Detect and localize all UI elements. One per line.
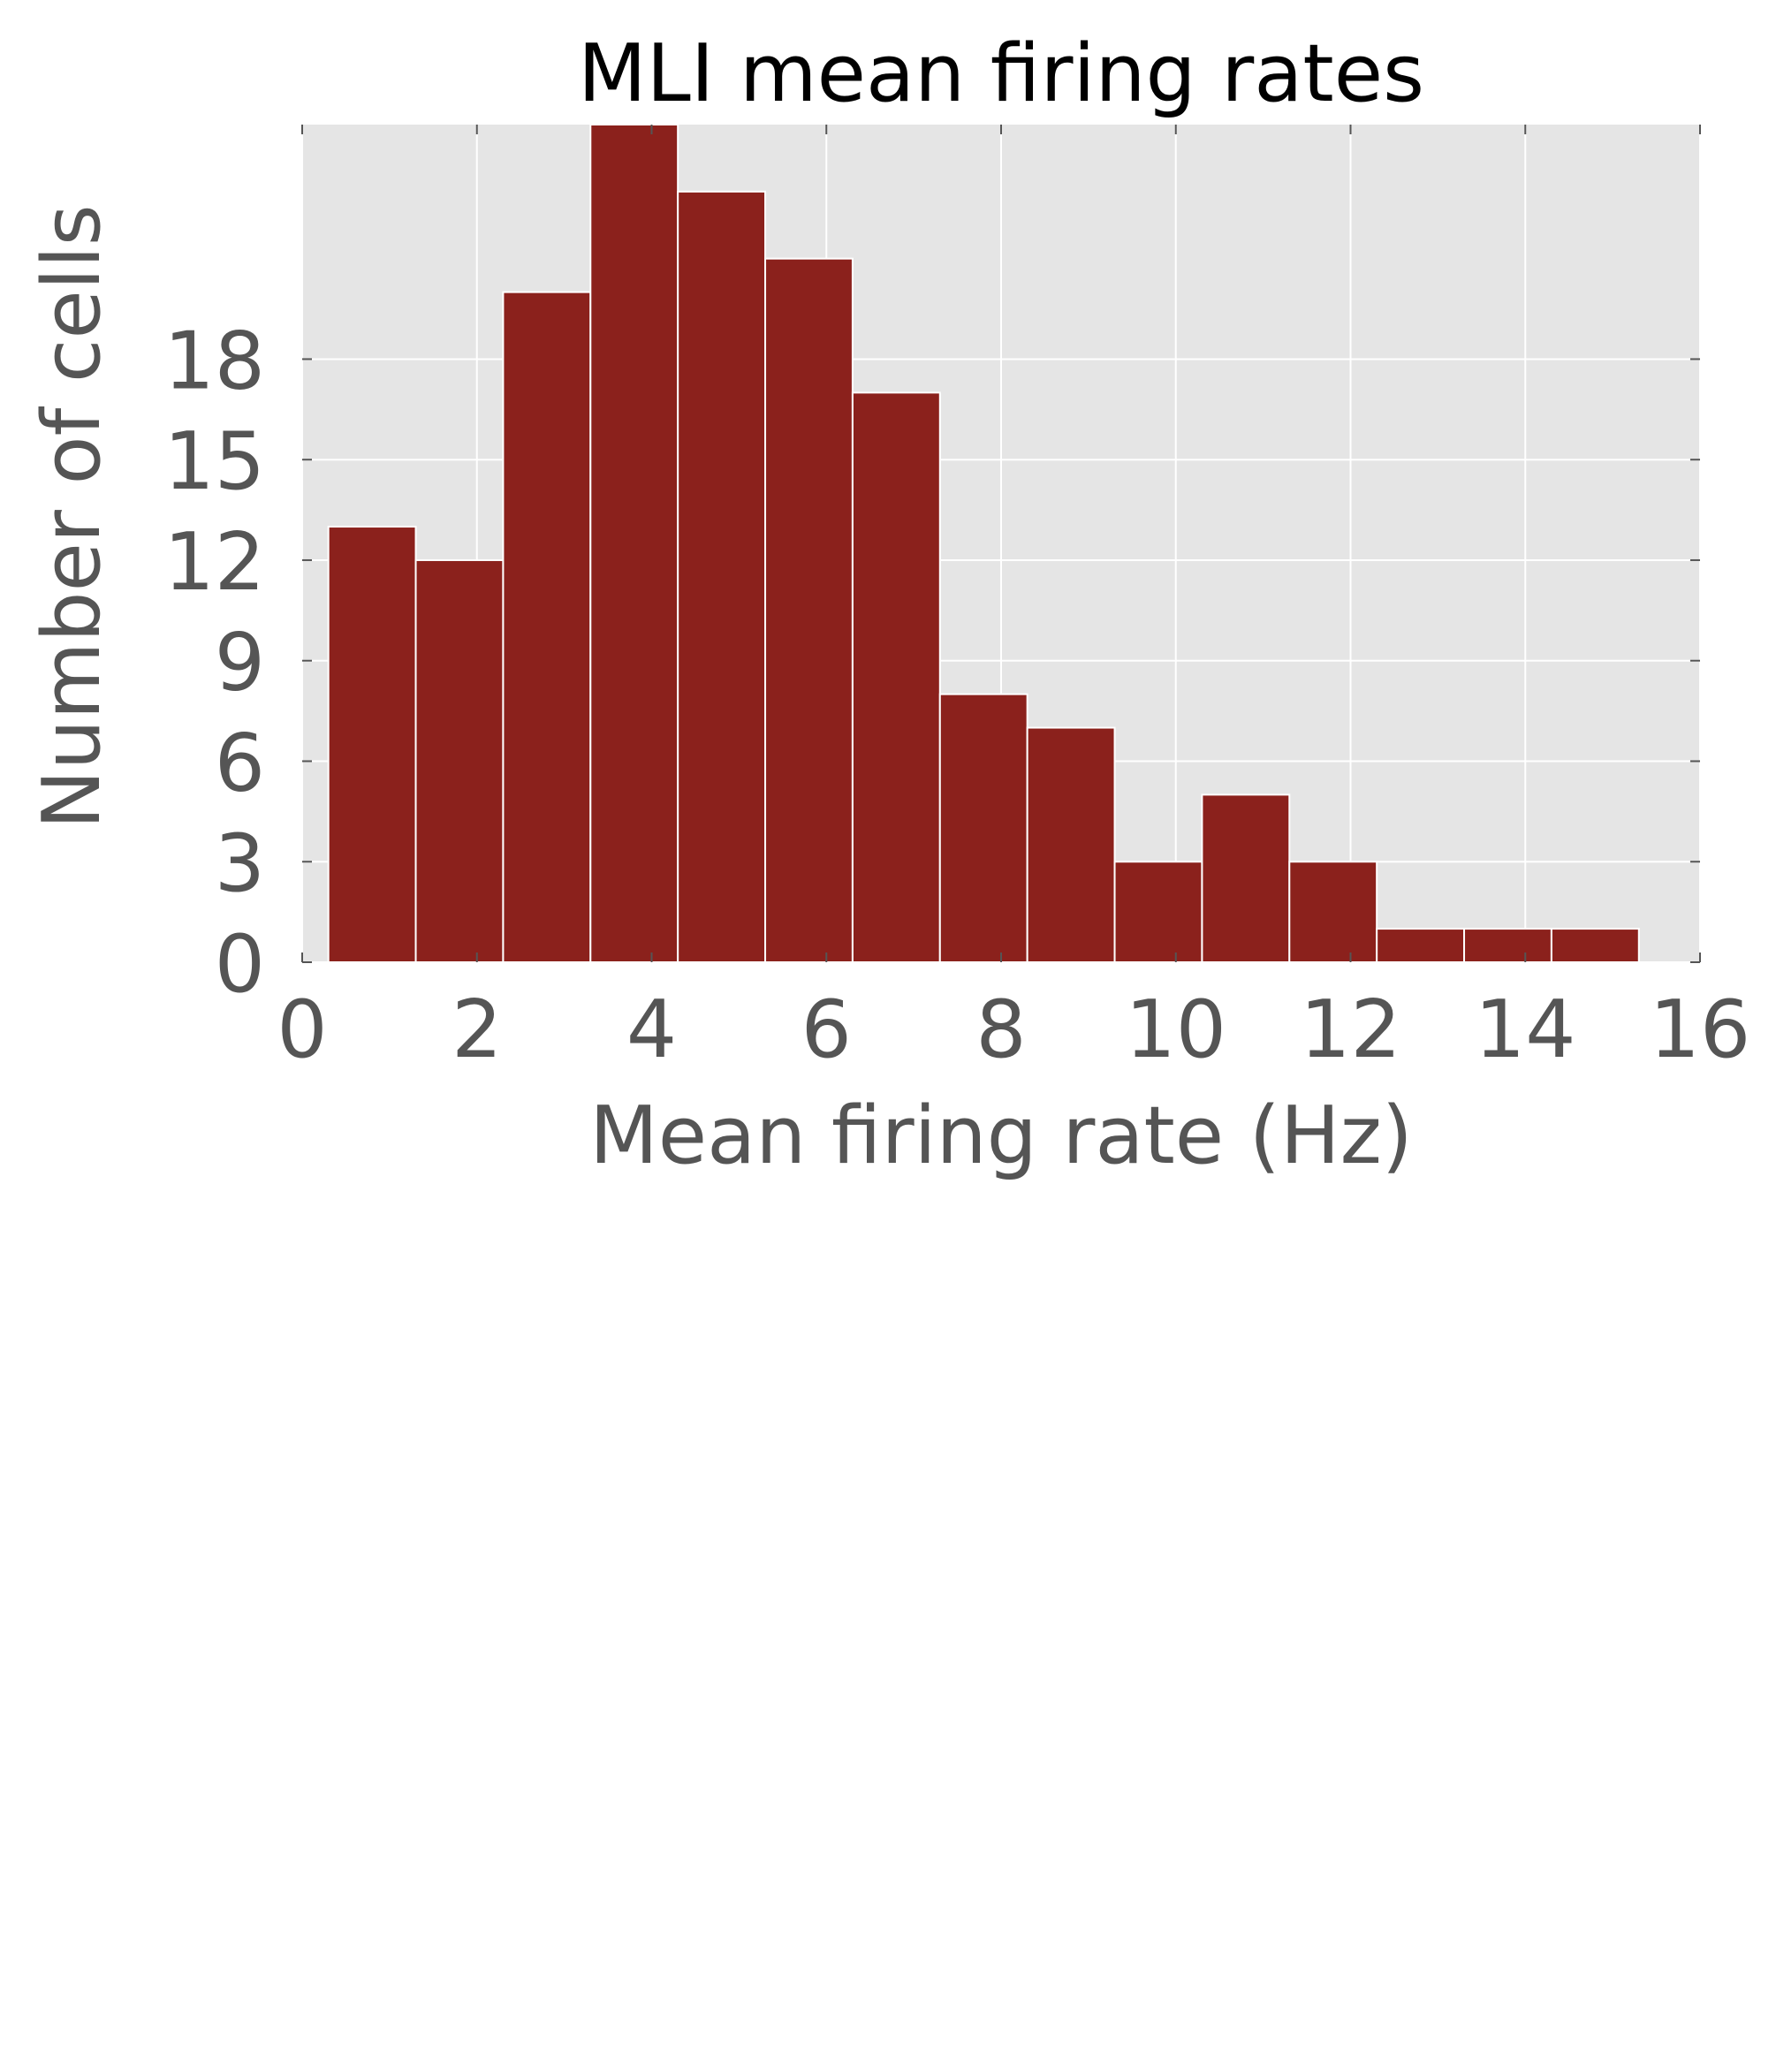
y-tick-label: 18 [163,315,265,407]
histogram-bar [1113,861,1203,963]
x-tick-label: 10 [1125,983,1226,1076]
x-tick-label: 4 [626,983,677,1076]
y-tick-label: 3 [215,817,265,910]
chart-title: MLI mean firing rates [578,27,1424,120]
histogram-bar [1201,793,1291,964]
y-tick-label: 0 [215,918,265,1011]
histogram-bar [1288,861,1378,963]
y-tick-label: 9 [215,617,265,710]
x-axis-label: Mean firing rate (Hz) [589,1089,1413,1182]
histogram-bar [589,124,679,963]
histogram-bar [414,558,505,964]
x-tick-label: 6 [801,983,852,1076]
histogram-bar [938,693,1028,963]
histogram-bar [677,190,767,963]
histogram-bar [1550,928,1640,963]
y-tick-label: 12 [163,516,265,609]
histogram-bar [764,257,854,963]
y-tick-label: 6 [215,717,265,809]
y-axis-label: Number of cells [26,204,118,829]
x-tick-label: 2 [452,983,502,1076]
histogram-bar [502,291,592,964]
x-tick-label: 0 [277,983,327,1076]
x-tick-label: 16 [1650,983,1751,1076]
x-tick-label: 8 [975,983,1026,1076]
x-tick-label: 12 [1300,983,1401,1076]
histogram-bar [1463,928,1552,963]
histogram-bar [851,391,941,963]
y-tick-label: 15 [163,415,265,508]
x-tick-label: 14 [1475,983,1576,1076]
histogram-bars [327,124,1640,964]
histogram-bar [1376,928,1466,963]
histogram-bar [327,526,417,963]
histogram-bar [1026,726,1116,963]
